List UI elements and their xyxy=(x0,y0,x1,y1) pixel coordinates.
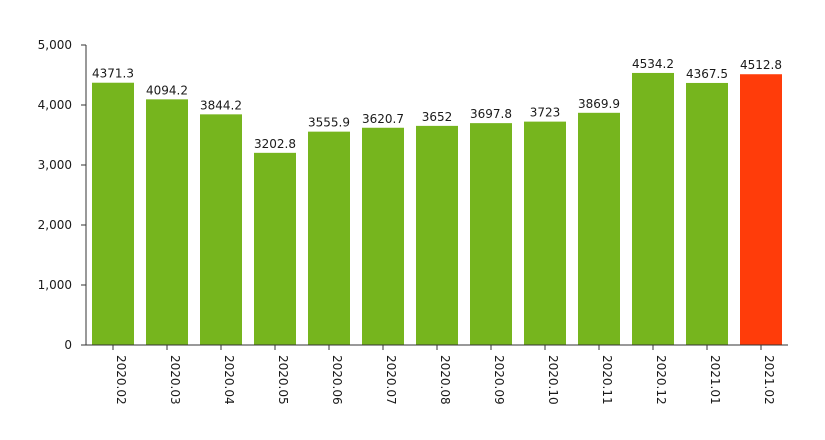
bar-value-label: 3555.9 xyxy=(308,116,350,130)
bar xyxy=(470,123,512,345)
bar xyxy=(524,121,566,346)
bars xyxy=(92,72,782,346)
x-tick-label: 2020.12 xyxy=(654,355,668,405)
x-tick-label: 2020.03 xyxy=(168,355,182,405)
bar xyxy=(740,74,782,346)
x-tick-label: 2020.09 xyxy=(492,355,506,405)
bar-value-label: 4094.2 xyxy=(146,83,188,97)
x-tick-label: 2020.08 xyxy=(438,355,452,405)
x-tick-label: 2020.10 xyxy=(546,355,560,405)
bar xyxy=(686,82,728,345)
y-tick-label: 1,000 xyxy=(38,278,72,292)
x-tick-label: 2021.02 xyxy=(762,355,776,405)
bar-value-label: 4367.5 xyxy=(686,67,728,81)
bar xyxy=(362,127,404,346)
bar-value-label: 3869.9 xyxy=(578,97,620,111)
bar-value-label: 4534.2 xyxy=(632,57,674,71)
bar-value-label: 4512.8 xyxy=(740,58,782,72)
bar xyxy=(146,99,188,346)
y-tick-label: 4,000 xyxy=(38,98,72,112)
x-tick-label: 2020.02 xyxy=(114,355,128,405)
bar-value-label: 3652 xyxy=(422,110,453,124)
bar xyxy=(92,82,134,346)
bar xyxy=(416,125,458,345)
bar xyxy=(308,131,350,345)
bar xyxy=(254,152,296,345)
x-tick-label: 2020.06 xyxy=(330,355,344,405)
x-tick-label: 2020.07 xyxy=(384,355,398,405)
x-tick-label: 2021.01 xyxy=(708,355,722,405)
bar-value-label: 3723 xyxy=(530,106,561,120)
bar xyxy=(632,72,674,345)
x-tick-label: 2020.11 xyxy=(600,355,614,405)
bar-value-label: 4371.3 xyxy=(92,67,134,81)
bar xyxy=(200,114,242,346)
data-labels: 4371.3 4094.2 3844.2 3202.8 3555.9 3620.7 3652… xyxy=(92,57,782,151)
y-tick-label: 0 xyxy=(64,338,72,352)
y-tick-label: 3,000 xyxy=(38,158,72,172)
x-axis: 2020.02 2020.03 2020.04 2020.05 2020.06 2020.… xyxy=(86,344,788,405)
x-tick-label: 2020.05 xyxy=(276,355,290,405)
bar xyxy=(578,112,620,345)
y-tick-label: 2,000 xyxy=(38,218,72,232)
bar-value-label: 3697.8 xyxy=(470,107,512,121)
bar-value-label: 3202.8 xyxy=(254,137,296,151)
bar-value-label: 3620.7 xyxy=(362,112,404,126)
bar-value-label: 3844.2 xyxy=(200,98,242,112)
y-tick-label: 5,000 xyxy=(38,38,72,52)
x-tick-label: 2020.04 xyxy=(222,355,236,405)
y-axis: 0 1,000 2,000 3,000 4,000 5,000 xyxy=(38,38,87,352)
